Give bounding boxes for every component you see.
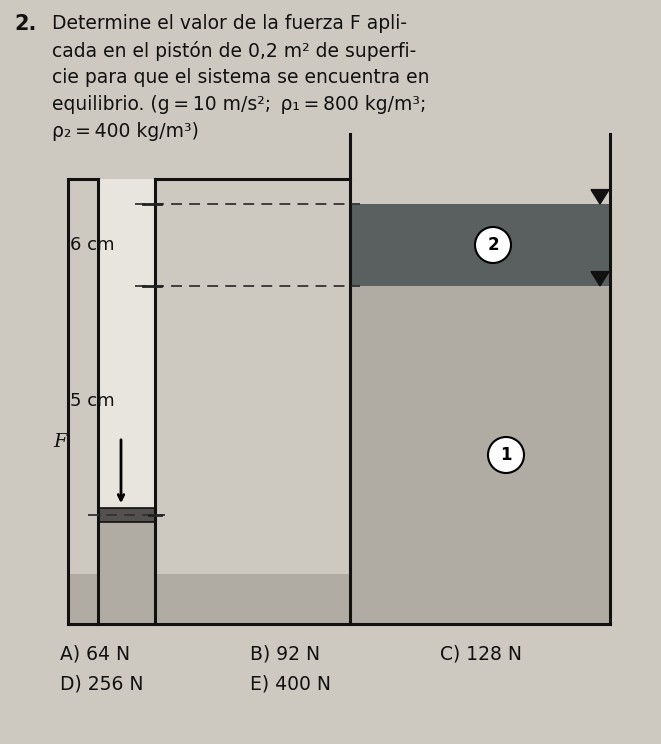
Bar [350,286,610,574]
Polygon shape [591,272,609,286]
Text: D) 256 N: D) 256 N [60,675,143,693]
Bar [98,508,155,522]
Bar [350,204,610,286]
Text: A) 64 N: A) 64 N [60,644,130,664]
Circle shape [488,437,524,473]
Text: 1: 1 [500,446,512,464]
Circle shape [475,227,511,263]
Text: equilibrio. (g = 10 m/s²; ρ₁ = 800 kg/m³;: equilibrio. (g = 10 m/s²; ρ₁ = 800 kg/m³… [52,95,426,114]
Text: ρ₂ = 400 kg/m³): ρ₂ = 400 kg/m³) [52,122,199,141]
Text: C) 128 N: C) 128 N [440,644,522,664]
Text: Determine el valor de la fuerza F apli-: Determine el valor de la fuerza F apli- [52,14,407,33]
Text: cie para que el sistema se encuentra en: cie para que el sistema se encuentra en [52,68,430,87]
Text: cada en el pistón de 0,2 m² de superfi-: cada en el pistón de 0,2 m² de superfi- [52,41,416,61]
Text: 5 cm: 5 cm [70,391,114,409]
Bar [68,134,610,624]
Text: 2: 2 [487,236,499,254]
Bar [98,179,155,508]
Text: 6 cm: 6 cm [70,236,114,254]
Polygon shape [591,190,609,204]
Bar [98,522,155,574]
Bar [68,574,610,624]
Text: 2.: 2. [14,14,36,34]
Text: E) 400 N: E) 400 N [250,675,331,693]
Bar [350,134,610,204]
Text: F: F [53,433,67,451]
Text: B) 92 N: B) 92 N [250,644,320,664]
